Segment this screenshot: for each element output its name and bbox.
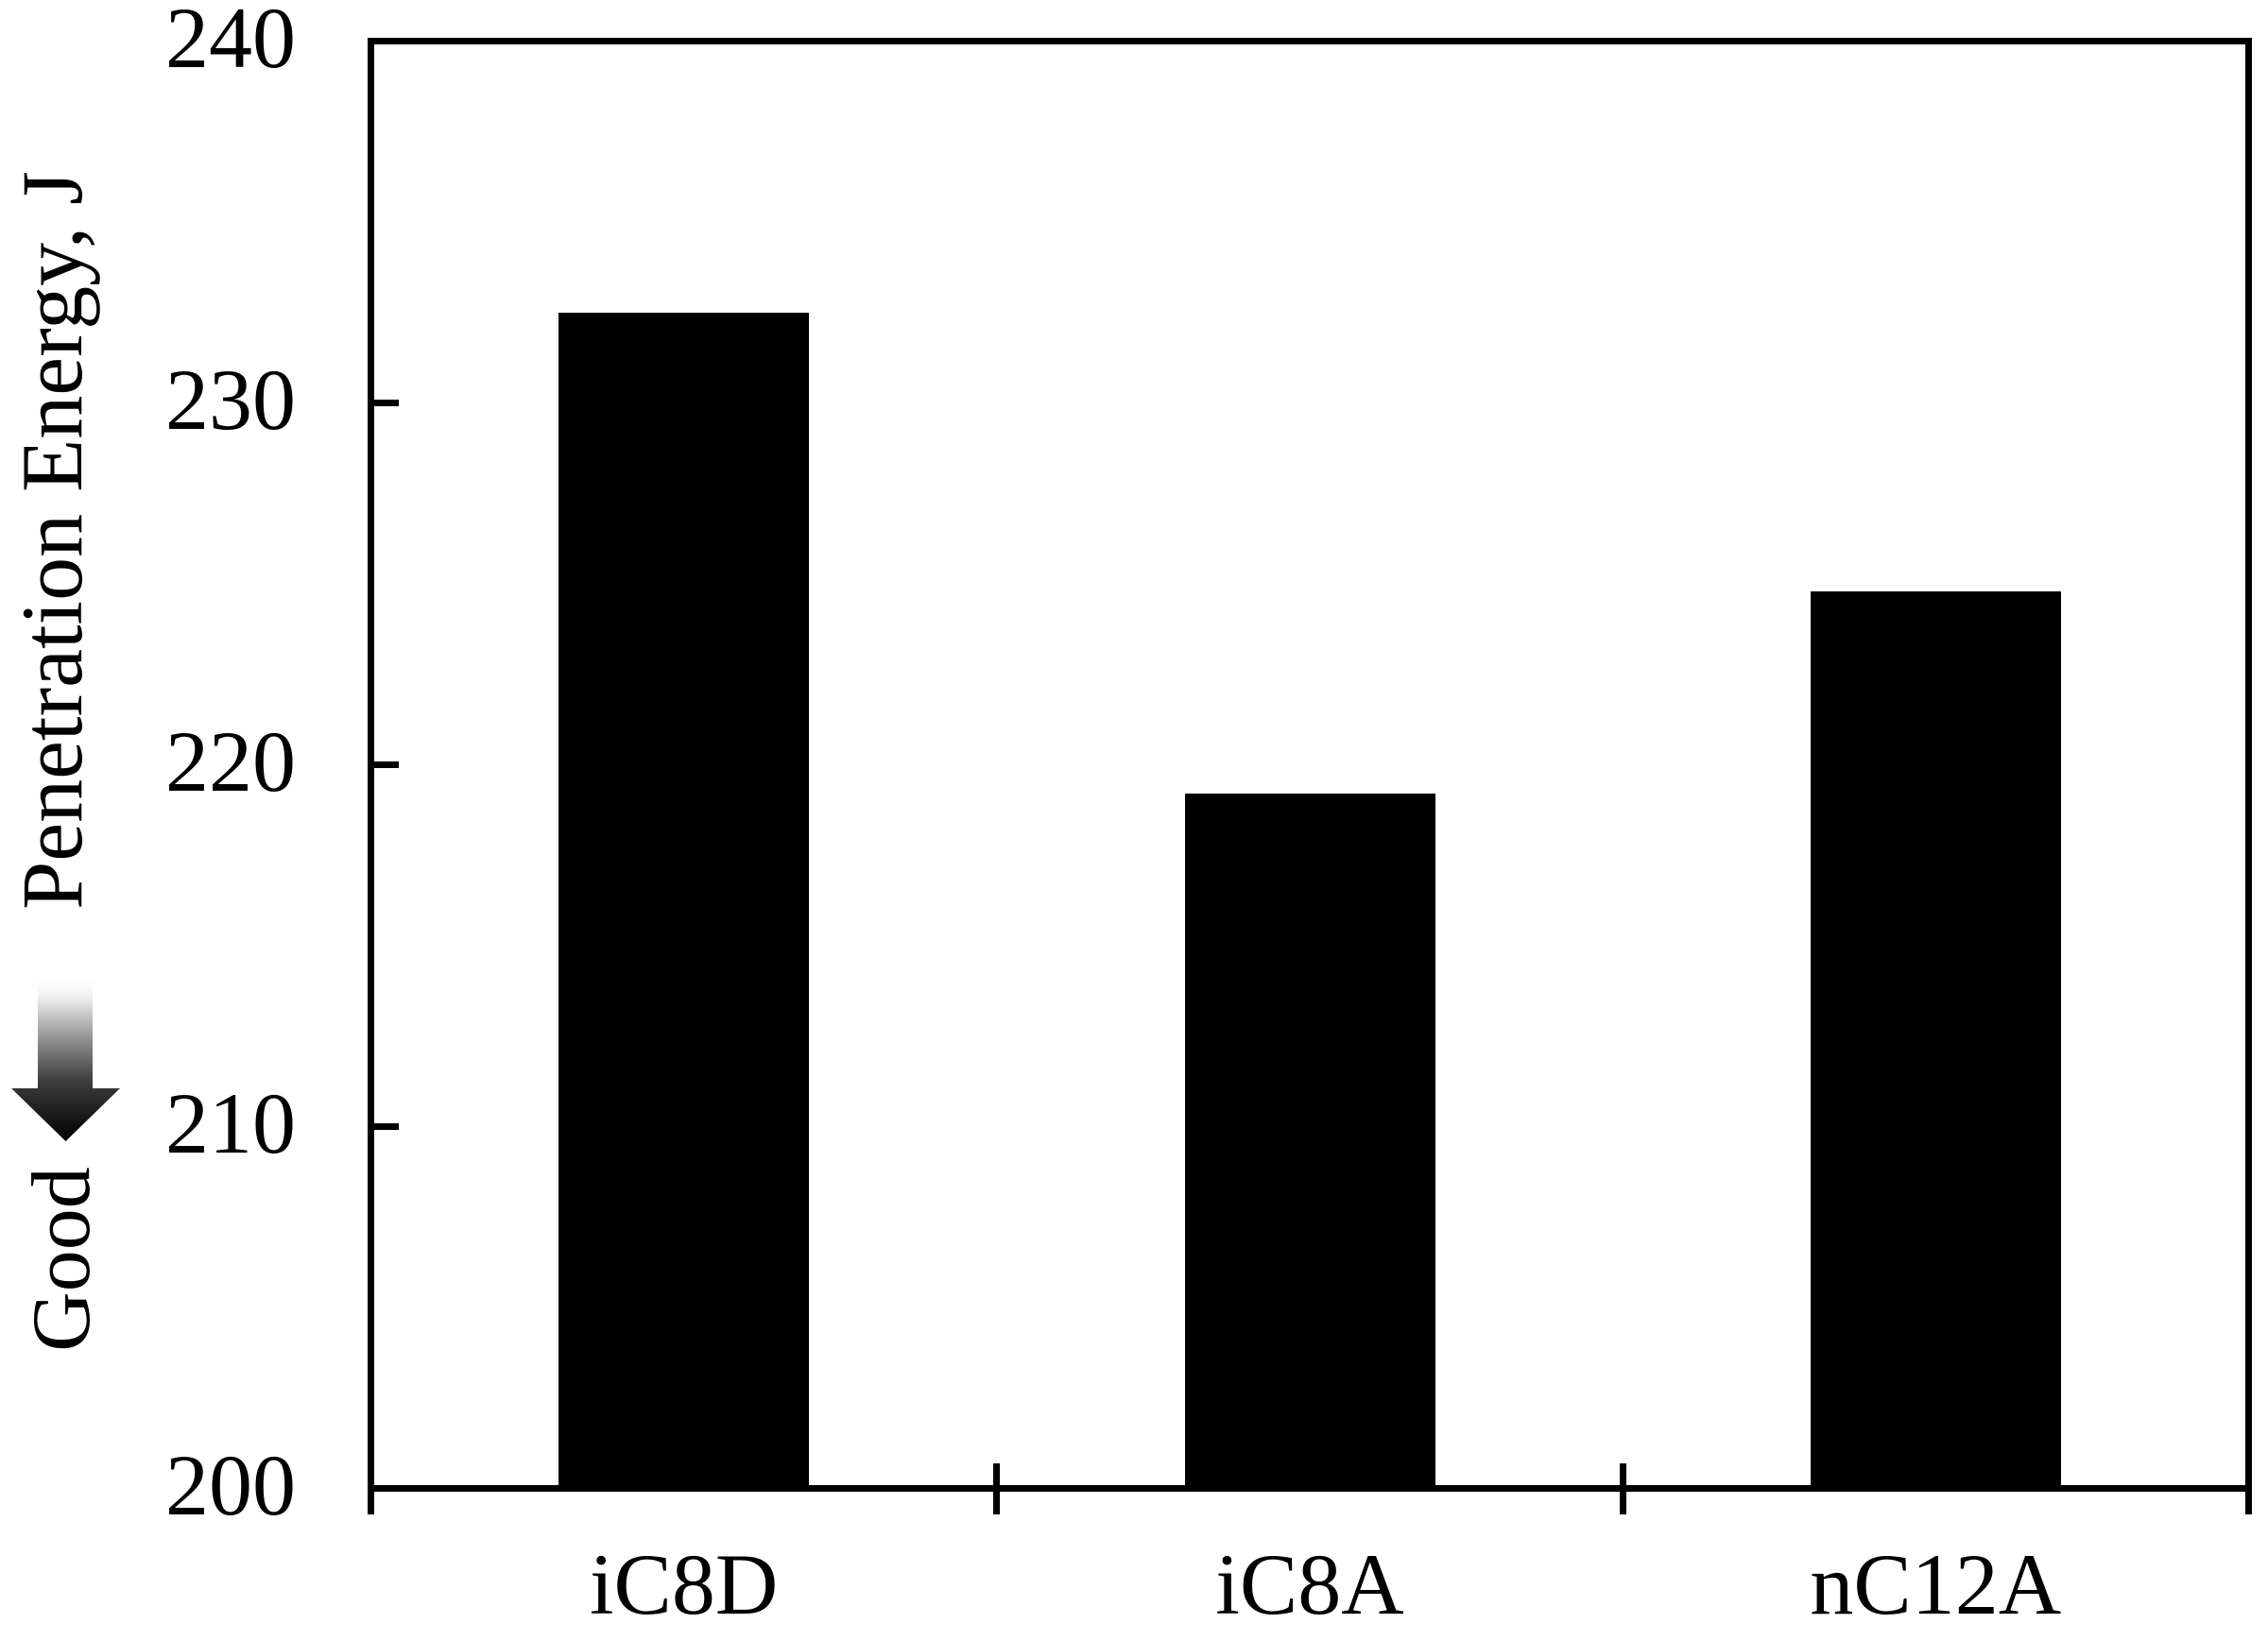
- y-tick-mark: [374, 1123, 399, 1130]
- plot-frame: [368, 38, 2252, 1492]
- x-category-label: iC8D: [589, 1536, 779, 1632]
- y-tick-mark: [374, 761, 399, 768]
- x-corner-tick-mark: [368, 1492, 374, 1514]
- y-tick-label: 220: [165, 712, 296, 810]
- x-corner-tick-mark: [2245, 1492, 2252, 1514]
- y-tick-mark: [374, 400, 399, 406]
- y-tick-label: 240: [165, 0, 296, 86]
- x-category-label: iC8A: [1215, 1536, 1404, 1632]
- y-tick-label: 200: [165, 1436, 296, 1533]
- y-tick-label: 210: [165, 1074, 296, 1171]
- x-category-label: nC12A: [1810, 1536, 2062, 1632]
- bar: [1810, 590, 2061, 1489]
- y-tick-label: 230: [165, 350, 296, 448]
- bar: [558, 312, 810, 1489]
- good-annotation-label: Good: [16, 1167, 108, 1352]
- bar: [1184, 794, 1435, 1489]
